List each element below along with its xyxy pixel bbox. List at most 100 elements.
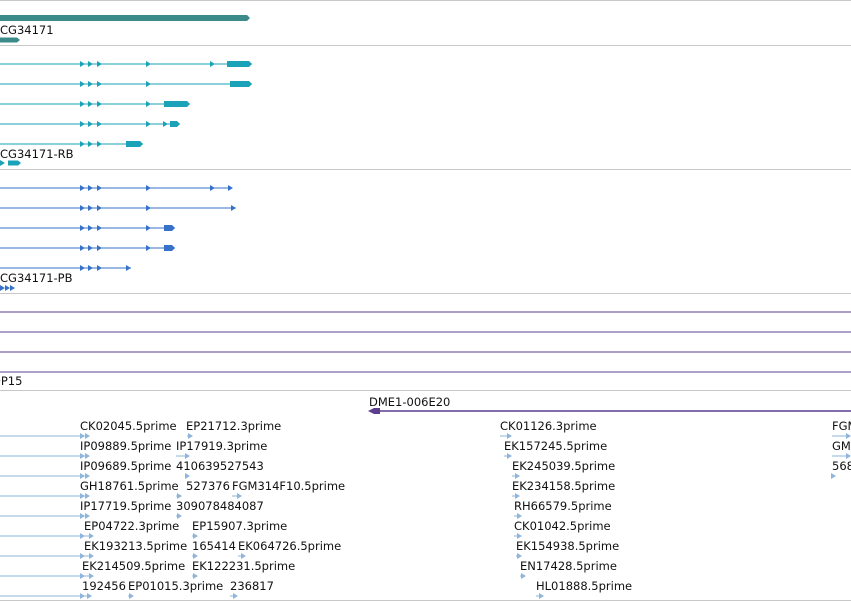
est-arrow — [193, 573, 198, 579]
est-arrow — [507, 453, 512, 459]
est-label[interactable]: EK234158.5prime — [512, 479, 616, 493]
est-label[interactable]: 410639527543 — [176, 459, 264, 473]
track-separator — [0, 169, 851, 170]
est-label[interactable]: RH66579.5prime — [514, 499, 612, 513]
clone-label[interactable]: DME1-006E20 — [369, 395, 451, 409]
exon-block — [164, 225, 175, 231]
est-label[interactable]: 527376 — [186, 479, 230, 493]
est-arrow — [193, 533, 198, 539]
exon-chevron — [146, 205, 151, 211]
exon-chevron — [80, 553, 85, 559]
est-label[interactable]: EK193213.5prime — [84, 539, 188, 553]
exon-block — [230, 81, 252, 87]
est-arrow — [233, 593, 238, 599]
exon-chevron — [146, 245, 151, 251]
exon-chevron — [97, 121, 102, 127]
est-label[interactable]: CK01126.3prime — [500, 419, 597, 433]
est-label[interactable]: 236817 — [230, 579, 274, 593]
est-label[interactable]: EK214509.5prime — [82, 559, 186, 573]
est-label[interactable]: EP04722.3prime — [84, 519, 180, 533]
exon-chevron — [80, 225, 85, 231]
exon-chevron — [97, 141, 102, 147]
exon-chevron — [88, 225, 93, 231]
est-label[interactable]: 192456 — [82, 579, 126, 593]
est-label[interactable]: 309078484087 — [176, 499, 264, 513]
exon-chevron — [97, 265, 102, 271]
exon-chevron — [210, 185, 215, 191]
insertion-label[interactable]: DP15 — [0, 374, 23, 388]
est-label[interactable]: EK154938.5prime — [516, 539, 620, 553]
est-arrow — [87, 593, 92, 599]
exon-chevron — [80, 205, 85, 211]
exon-chevron — [88, 121, 93, 127]
exon-chevron — [97, 205, 102, 211]
gene-bar — [0, 37, 20, 43]
exon-chevron — [88, 205, 93, 211]
gene-label[interactable]: CG34171 — [0, 23, 54, 37]
exon-chevron — [80, 513, 85, 519]
est-label[interactable]: IP17719.5prime — [80, 499, 172, 513]
est-arrow — [89, 533, 94, 539]
exon-chevron — [146, 225, 151, 231]
est-label[interactable]: GM — [832, 439, 851, 453]
est-arrow — [521, 573, 526, 579]
exon-block — [8, 160, 21, 166]
exon-chevron — [97, 225, 102, 231]
est-arrow — [177, 493, 182, 499]
est-arrow — [517, 553, 522, 559]
est-arrow — [241, 553, 246, 559]
exon-chevron — [88, 81, 93, 87]
est-arrow — [185, 453, 190, 459]
exon-chevron — [228, 185, 233, 191]
exon-chevron — [146, 121, 151, 127]
exon-chevron — [88, 101, 93, 107]
est-arrow — [85, 493, 90, 499]
exon-chevron — [97, 185, 102, 191]
exon-chevron — [80, 185, 85, 191]
est-label[interactable]: HL01888.5prime — [536, 579, 633, 593]
est-label[interactable]: EK122231.5prime — [192, 559, 296, 573]
est-label[interactable]: EP15907.3prime — [192, 519, 288, 533]
est-label[interactable]: FGM314F10.5prime — [232, 479, 346, 493]
est-label[interactable]: CK02045.5prime — [80, 419, 177, 433]
est-label[interactable]: IP17919.3prime — [176, 439, 268, 453]
est-arrow — [185, 473, 190, 479]
est-label[interactable]: GH18761.5prime — [80, 479, 179, 493]
exon-chevron — [0, 160, 5, 166]
exon-chevron — [88, 141, 93, 147]
est-label[interactable]: IP09689.5prime — [80, 459, 172, 473]
exon-chevron — [210, 61, 215, 67]
exon-chevron — [163, 121, 168, 127]
exon-chevron — [0, 285, 5, 291]
exon-chevron — [88, 245, 93, 251]
est-label[interactable]: EK157245.5prime — [504, 439, 608, 453]
est-label[interactable]: 568 — [832, 459, 851, 473]
exon-chevron — [80, 101, 85, 107]
exon-chevron — [80, 593, 85, 599]
exon-block — [126, 141, 143, 147]
exon-chevron — [80, 473, 85, 479]
est-label[interactable]: EP21712.3prime — [186, 419, 282, 433]
gene-bar — [0, 15, 250, 21]
est-label[interactable]: IP09889.5prime — [80, 439, 172, 453]
est-label[interactable]: EK245039.5prime — [512, 459, 616, 473]
exon-chevron — [97, 61, 102, 67]
est-label[interactable]: CK01042.5prime — [514, 519, 611, 533]
track-separator — [0, 293, 851, 294]
est-label[interactable]: EK064726.5prime — [238, 539, 342, 553]
exon-block — [164, 101, 190, 107]
est-label[interactable]: 165414 — [192, 539, 236, 553]
est-label[interactable]: EN17428.5prime — [520, 559, 617, 573]
est-arrow — [517, 533, 522, 539]
est-arrow — [237, 493, 242, 499]
est-label[interactable]: FGM — [832, 419, 851, 433]
transcript-rb-label[interactable]: CG34171-RB — [0, 147, 74, 161]
est-arrow — [85, 433, 90, 439]
transcript-pb-label[interactable]: CG34171-PB — [0, 271, 73, 285]
exon-chevron — [97, 81, 102, 87]
exon-chevron — [80, 81, 85, 87]
est-label[interactable]: EP01015.3prime — [128, 579, 224, 593]
est-arrow — [515, 493, 520, 499]
